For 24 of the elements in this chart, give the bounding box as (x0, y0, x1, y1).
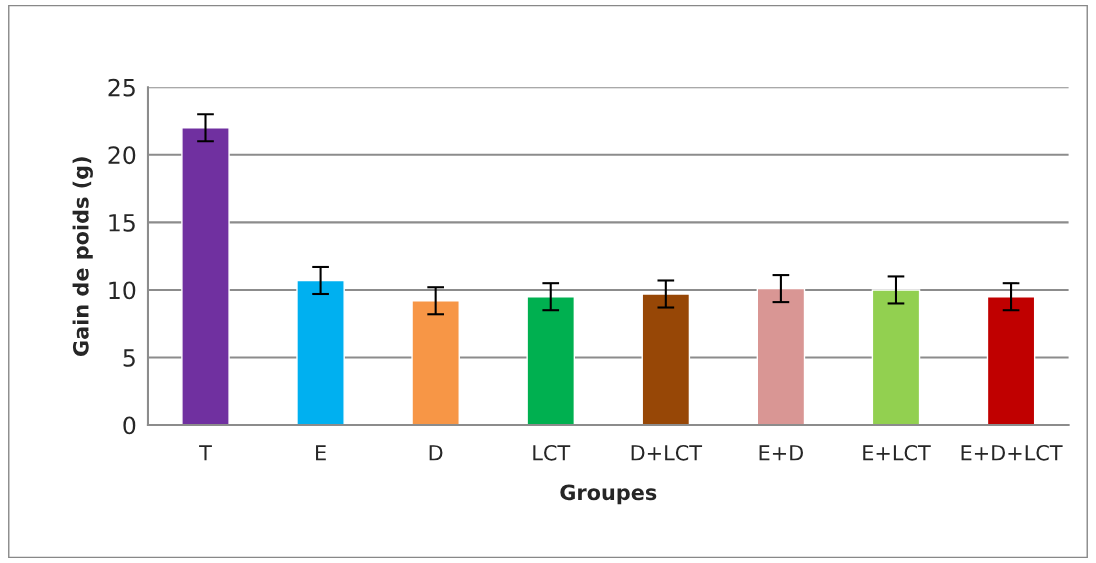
y-tick-label: 15 (109, 214, 135, 232)
bar (526, 296, 576, 426)
x-tick-label: D+LCT (631, 444, 703, 461)
x-tick-label: E+D+LCT (961, 444, 1063, 461)
bar (411, 300, 460, 426)
y-axis-title: Gain de poids (g) (72, 157, 93, 356)
bar (986, 296, 1036, 426)
y-tick-label: 20 (108, 146, 136, 165)
x-tick-label: E+D (759, 445, 803, 461)
bar (756, 287, 806, 426)
x-tick-label: LCT (533, 444, 571, 461)
y-tick-label: 10 (109, 281, 136, 300)
x-axis-title: Groupes (560, 484, 657, 505)
x-tick-label: E (316, 445, 326, 461)
bar (641, 293, 691, 426)
x-tick-label: E+LCT (863, 444, 931, 461)
y-tick-label: 0 (123, 416, 136, 435)
y-tick-label: 5 (123, 349, 135, 367)
bar (181, 127, 230, 426)
bar (871, 289, 921, 426)
y-tick-label: 25 (108, 78, 135, 97)
x-tick-label: T (199, 445, 212, 461)
x-tick-label: D (429, 445, 443, 461)
bar (296, 279, 345, 426)
